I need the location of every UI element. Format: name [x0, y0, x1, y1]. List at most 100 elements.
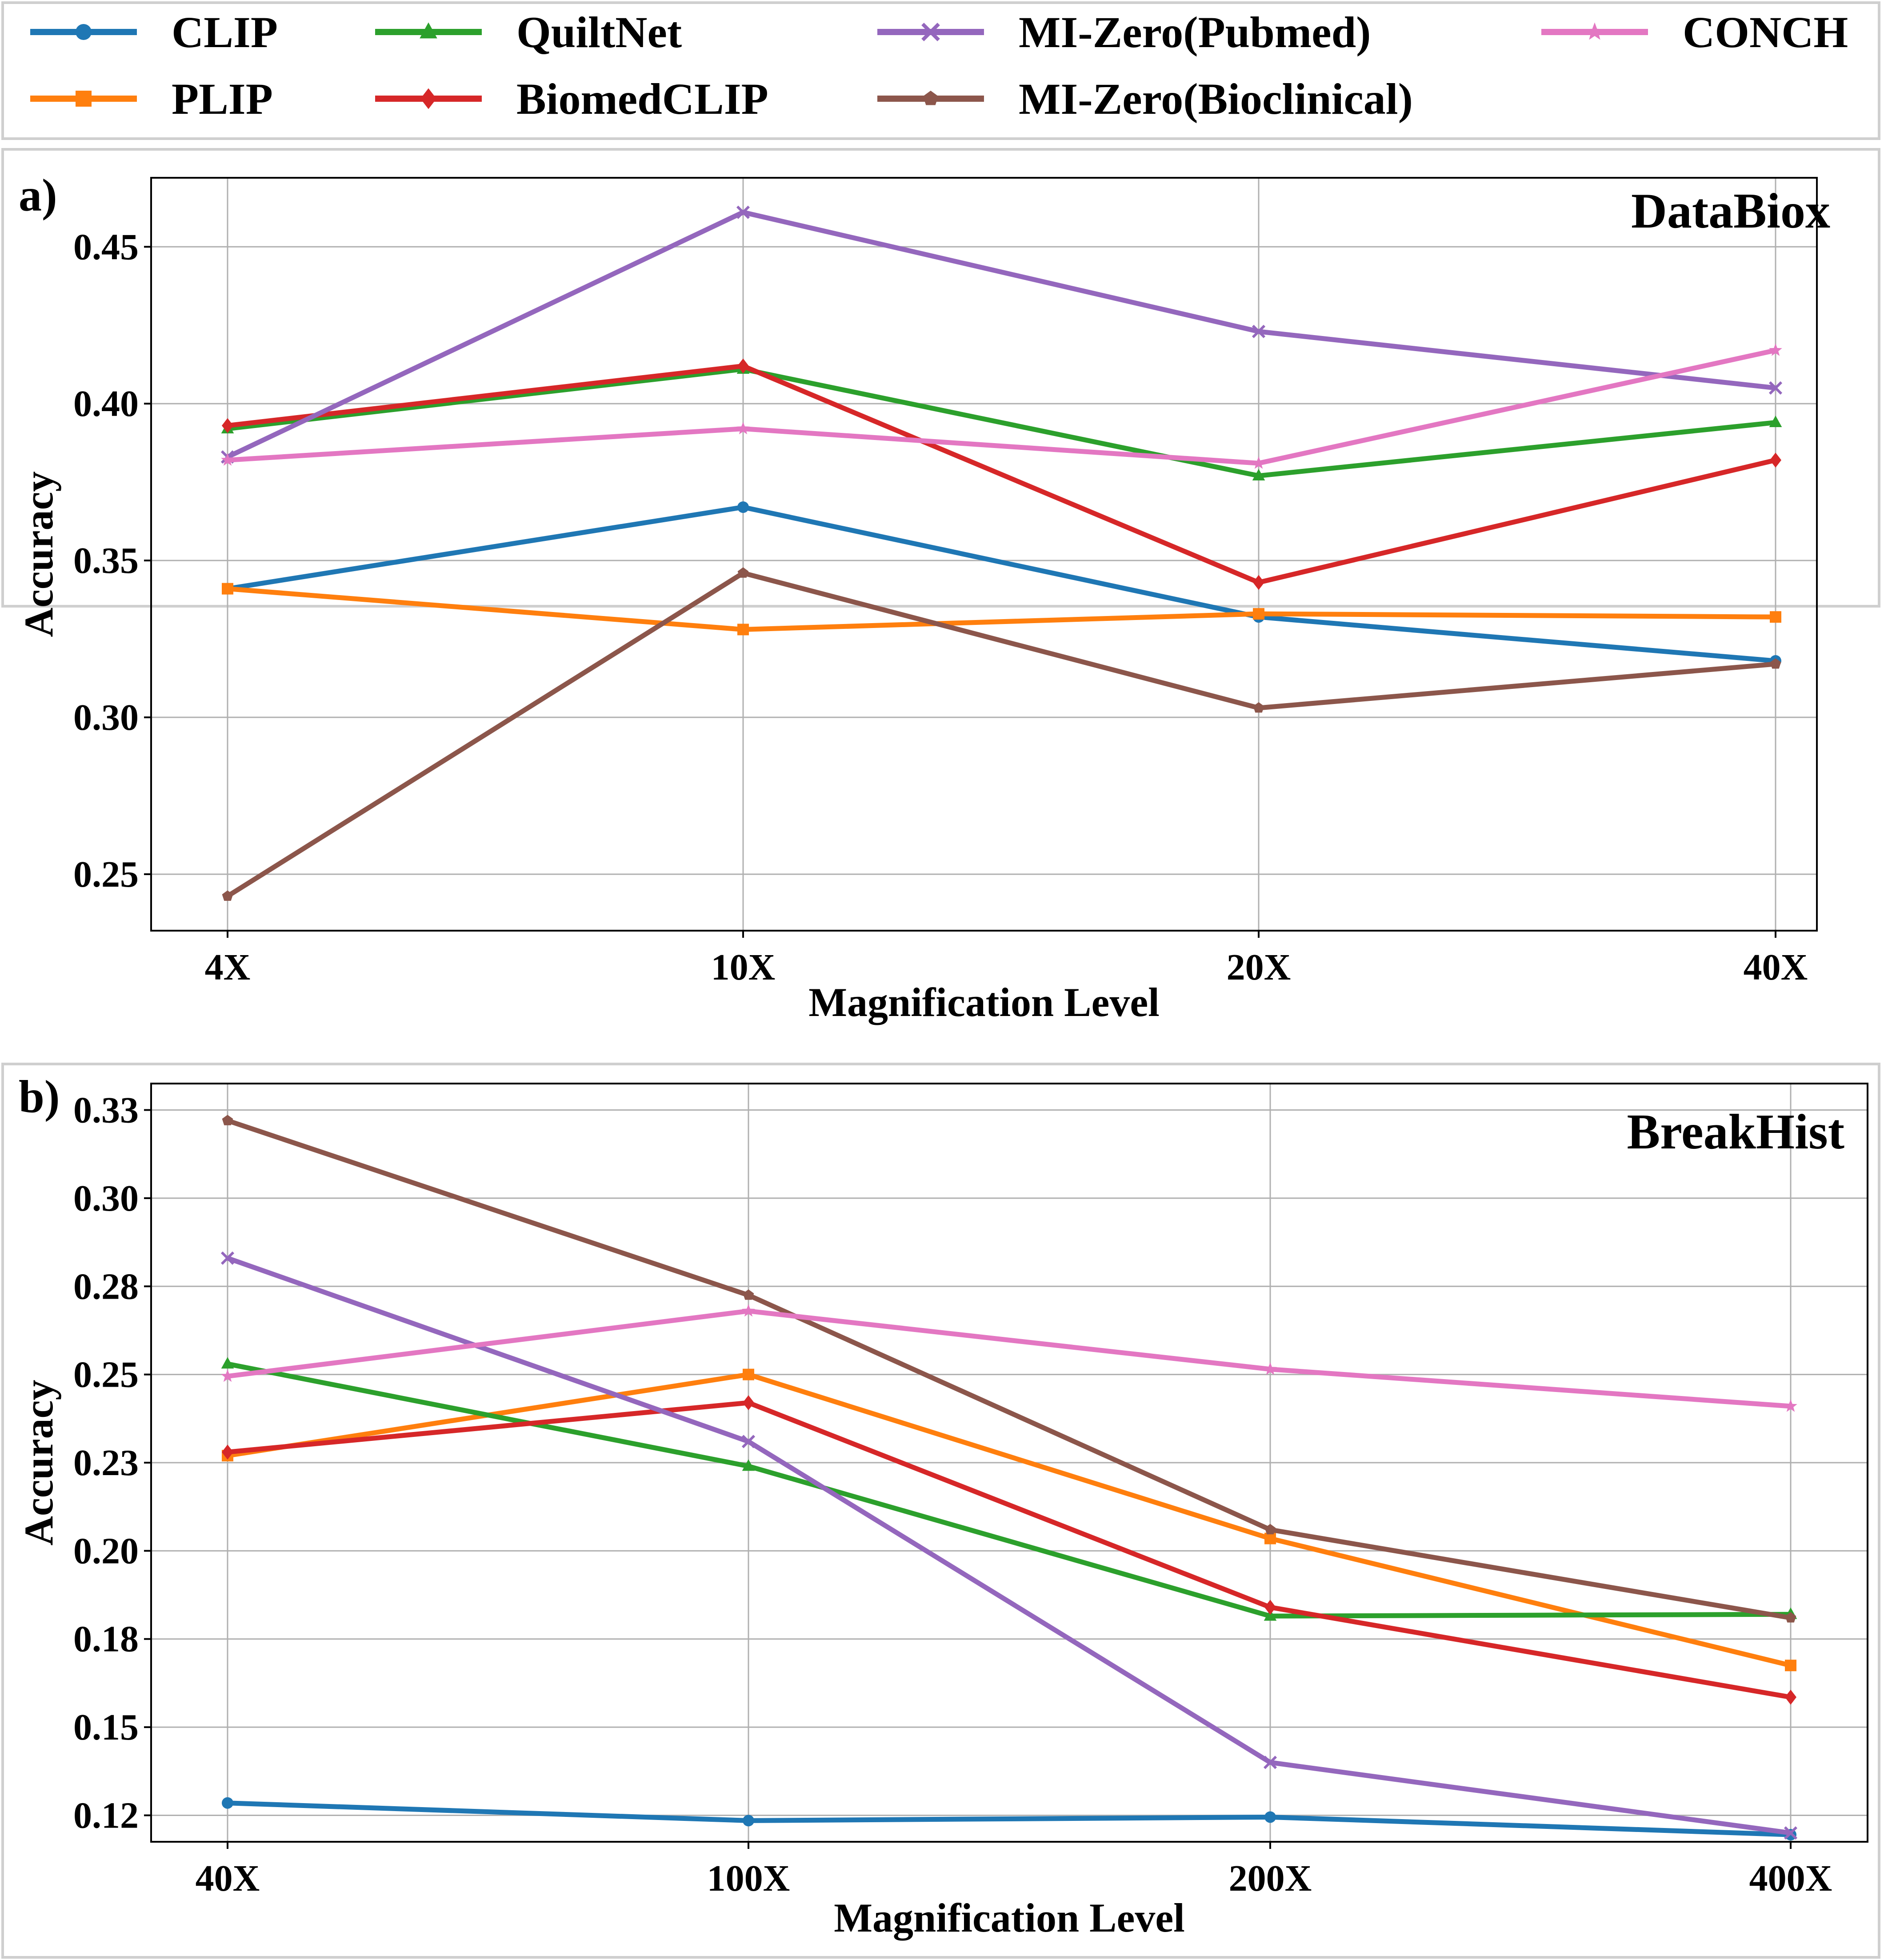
legend-marker-mi-zero-pubmed: [921, 23, 940, 41]
data-point-conch: [1769, 343, 1782, 356]
legend-label-quiltnet: QuiltNet: [516, 8, 682, 57]
data-point-plip: [1785, 1660, 1796, 1672]
legend-marker-mi-zero-bioclinical: [923, 91, 939, 105]
data-point-clip: [737, 501, 749, 513]
ytick-label: 0.45: [73, 226, 139, 268]
legend-entry-conch: CONCH: [1541, 8, 1848, 57]
legend-marker-quiltnet: [420, 22, 437, 39]
panel-a-label: a): [19, 170, 57, 221]
ytick-label: 0.30: [73, 1178, 139, 1219]
data-point-mi-zero-bioclinical: [222, 890, 233, 901]
data-point-biomedclip: [1264, 1600, 1276, 1615]
legend: CLIP PLIP QuiltNet BiomedCLIP MI-Zero(Pubmed…: [1, 1, 1880, 140]
ytick-label: 0.35: [73, 540, 139, 581]
xtick-label-40x: 40X: [196, 1858, 260, 1899]
series-line-plip: [227, 586, 1776, 632]
chart-b-yticks: 0.12 0.15 0.18 0.20 0.23 0.25 0.28 0.30 0.33: [73, 1090, 151, 1836]
series-conch: [221, 343, 1782, 469]
xtick-label-100x: 100X: [707, 1858, 790, 1899]
legend-label-biomedclip: BiomedCLIP: [516, 74, 768, 124]
legend-entry-biomedclip: BiomedCLIP: [375, 74, 768, 124]
ytick-label: 0.40: [73, 383, 139, 424]
data-point-conch: [1264, 1362, 1277, 1375]
data-point-mi-zero-pubmed: [741, 1435, 756, 1448]
data-point-quiltnet: [221, 1357, 234, 1369]
xtick-label-10x: 10X: [711, 947, 776, 988]
panel-b-frame: [1, 1063, 1880, 1959]
data-point-conch: [1784, 1399, 1797, 1412]
chart-b-xticks: 40X 100X 200X 400X: [196, 1842, 1832, 1899]
data-point-plip: [743, 1368, 754, 1380]
legend-entry-clip: CLIP: [30, 8, 278, 57]
data-point-conch: [1252, 456, 1265, 469]
data-point-conch: [736, 422, 750, 435]
series-line-quiltnet: [227, 367, 1776, 479]
legend-marker-plip: [76, 91, 92, 107]
legend-frame: [1, 1, 1880, 140]
chart-b-series: [220, 1115, 1798, 1841]
series-mi-zero-pubmed: [220, 205, 1783, 464]
data-point-conch: [742, 1304, 755, 1317]
ytick-label: 0.15: [73, 1707, 139, 1748]
series-mi-zero-pubmed: [220, 1251, 1798, 1840]
series-line-clip: [227, 504, 1776, 664]
legend-items: CLIP PLIP QuiltNet BiomedCLIP MI-Zero(Pubmed…: [30, 8, 1848, 124]
series-line-conch: [227, 1308, 1791, 1409]
data-point-mi-zero-bioclinical: [1264, 1524, 1276, 1535]
data-point-plip: [1770, 611, 1781, 623]
series-line-biomedclip: [227, 1400, 1791, 1700]
chart-a-yticks: 0.25 0.30 0.35 0.40 0.45: [73, 226, 151, 895]
series-line-mi-zero-bioclinical: [226, 570, 1776, 899]
data-point-biomedclip: [222, 418, 233, 433]
series-mi-zero-bioclinical: [222, 567, 1781, 901]
data-point-quiltnet: [1264, 1609, 1277, 1621]
legend-label-mi-zero-bioclinical: MI-Zero(Bioclinical): [1019, 74, 1413, 124]
series-line-conch: [227, 348, 1776, 466]
ytick-label: 0.18: [73, 1619, 139, 1660]
legend-entry-mi-zero-bioclinical: MI-Zero(Bioclinical): [877, 74, 1413, 124]
ytick-label: 0.20: [73, 1530, 139, 1572]
legend-label-clip: CLIP: [172, 8, 278, 57]
data-point-plip: [222, 583, 233, 595]
data-point-conch: [221, 1369, 234, 1382]
data-point-mi-zero-bioclinical: [222, 1115, 233, 1125]
data-point-mi-zero-bioclinical: [737, 567, 749, 578]
data-point-biomedclip: [222, 1444, 233, 1460]
series-mi-zero-bioclinical: [222, 1115, 1796, 1623]
xtick-label-20x: 20X: [1227, 947, 1291, 988]
data-point-mi-zero-pubmed: [1768, 381, 1783, 395]
data-point-biomedclip: [743, 1395, 754, 1411]
xtick-label-400x: 400X: [1749, 1858, 1832, 1899]
xtick-label-200x: 200X: [1229, 1858, 1312, 1899]
panel-a: a) 0.25 0.30 0.35 0.40 0.45 4X 10X 20X 40X Data…: [1, 148, 1880, 1025]
data-point-mi-zero-bioclinical: [1785, 1612, 1796, 1623]
data-point-quiltnet: [742, 1459, 755, 1471]
data-point-clip: [743, 1815, 754, 1827]
chart-a-xticks: 4X 10X 20X 40X: [205, 931, 1808, 988]
data-point-mi-zero-pubmed: [220, 1251, 235, 1265]
data-point-mi-zero-pubmed: [1263, 1756, 1277, 1769]
data-point-mi-zero-bioclinical: [1770, 658, 1781, 669]
legend-marker-biomedclip: [420, 88, 436, 109]
data-point-biomedclip: [737, 358, 749, 374]
legend-label-plip: PLIP: [172, 74, 273, 124]
data-point-biomedclip: [1253, 575, 1264, 590]
data-point-mi-zero-pubmed: [1784, 1826, 1798, 1840]
chart-b-title: BreakHist: [1627, 1104, 1844, 1160]
chart-a-series: [220, 205, 1783, 901]
ytick-label: 0.25: [73, 854, 139, 895]
series-line-clip: [227, 1800, 1791, 1837]
ytick-label: 0.30: [73, 697, 139, 738]
data-point-plip: [737, 624, 749, 636]
series-biomedclip: [222, 1395, 1796, 1705]
series-conch: [221, 1304, 1797, 1412]
data-point-conch: [221, 453, 234, 466]
legend-entry-quiltnet: QuiltNet: [375, 8, 682, 57]
chart-b-ylabel: Accuracy: [16, 1380, 61, 1546]
legend-marker-conch: [1585, 22, 1604, 40]
chart-a-grid: [151, 178, 1817, 931]
series-line-mi-zero-pubmed: [226, 210, 1776, 460]
legend-entry-mi-zero-pubmed: MI-Zero(Pubmed): [877, 8, 1371, 57]
chart-b-xlabel: Magnification Level: [834, 1895, 1185, 1940]
